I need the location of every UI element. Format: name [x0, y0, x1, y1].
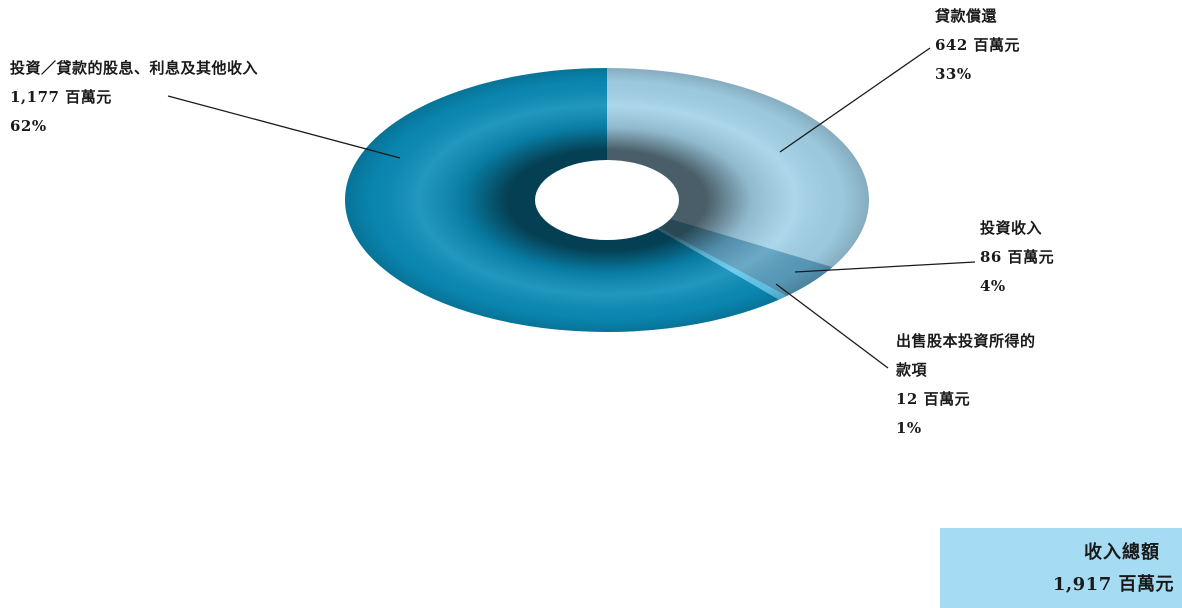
slice-name: 投資／貸款的股息、利息及其他收入 — [10, 59, 259, 77]
slice-value: 1,177 百萬元 — [10, 88, 112, 106]
donut-hole — [535, 160, 679, 240]
leader-line-loan-repayment — [779, 47, 931, 153]
leader-line-equity-sale — [775, 283, 889, 369]
leader-line-investment-income — [794, 261, 976, 273]
slice-value: 86 百萬元 — [980, 248, 1055, 266]
total-income-box: 收入總額 1,917 百萬元 — [940, 528, 1182, 608]
slice-value: 642 百萬元 — [935, 36, 1021, 54]
slice-percent: 1% — [896, 419, 922, 437]
slice-value: 12 百萬元 — [896, 390, 971, 408]
total-income-label: 收入總額 — [1084, 542, 1160, 563]
slice-percent: 4% — [980, 277, 1006, 295]
slice-label-loan-repayment: 貸款償還 642 百萬元 33% — [935, 2, 1020, 89]
slice-name-line-2: 款項 — [896, 361, 928, 379]
total-income-value: 1,917 百萬元 — [1052, 574, 1174, 595]
slice-percent: 33% — [935, 65, 972, 83]
slice-label-investment-income: 投資收入 86 百萬元 4% — [980, 214, 1054, 301]
slice-label-equity-sale: 出售股本投資所得的 款項 12 百萬元 1% — [896, 327, 1036, 443]
slice-name: 貸款償還 — [935, 7, 998, 25]
slice-label-dividend-interest: 投資／貸款的股息、利息及其他收入 1,177 百萬元 62% — [10, 54, 258, 141]
slice-percent: 62% — [10, 117, 47, 135]
slice-name: 投資收入 — [980, 219, 1043, 237]
slice-name-line-1: 出售股本投資所得的 — [896, 332, 1036, 350]
leader-line-dividend-interest — [167, 95, 401, 159]
